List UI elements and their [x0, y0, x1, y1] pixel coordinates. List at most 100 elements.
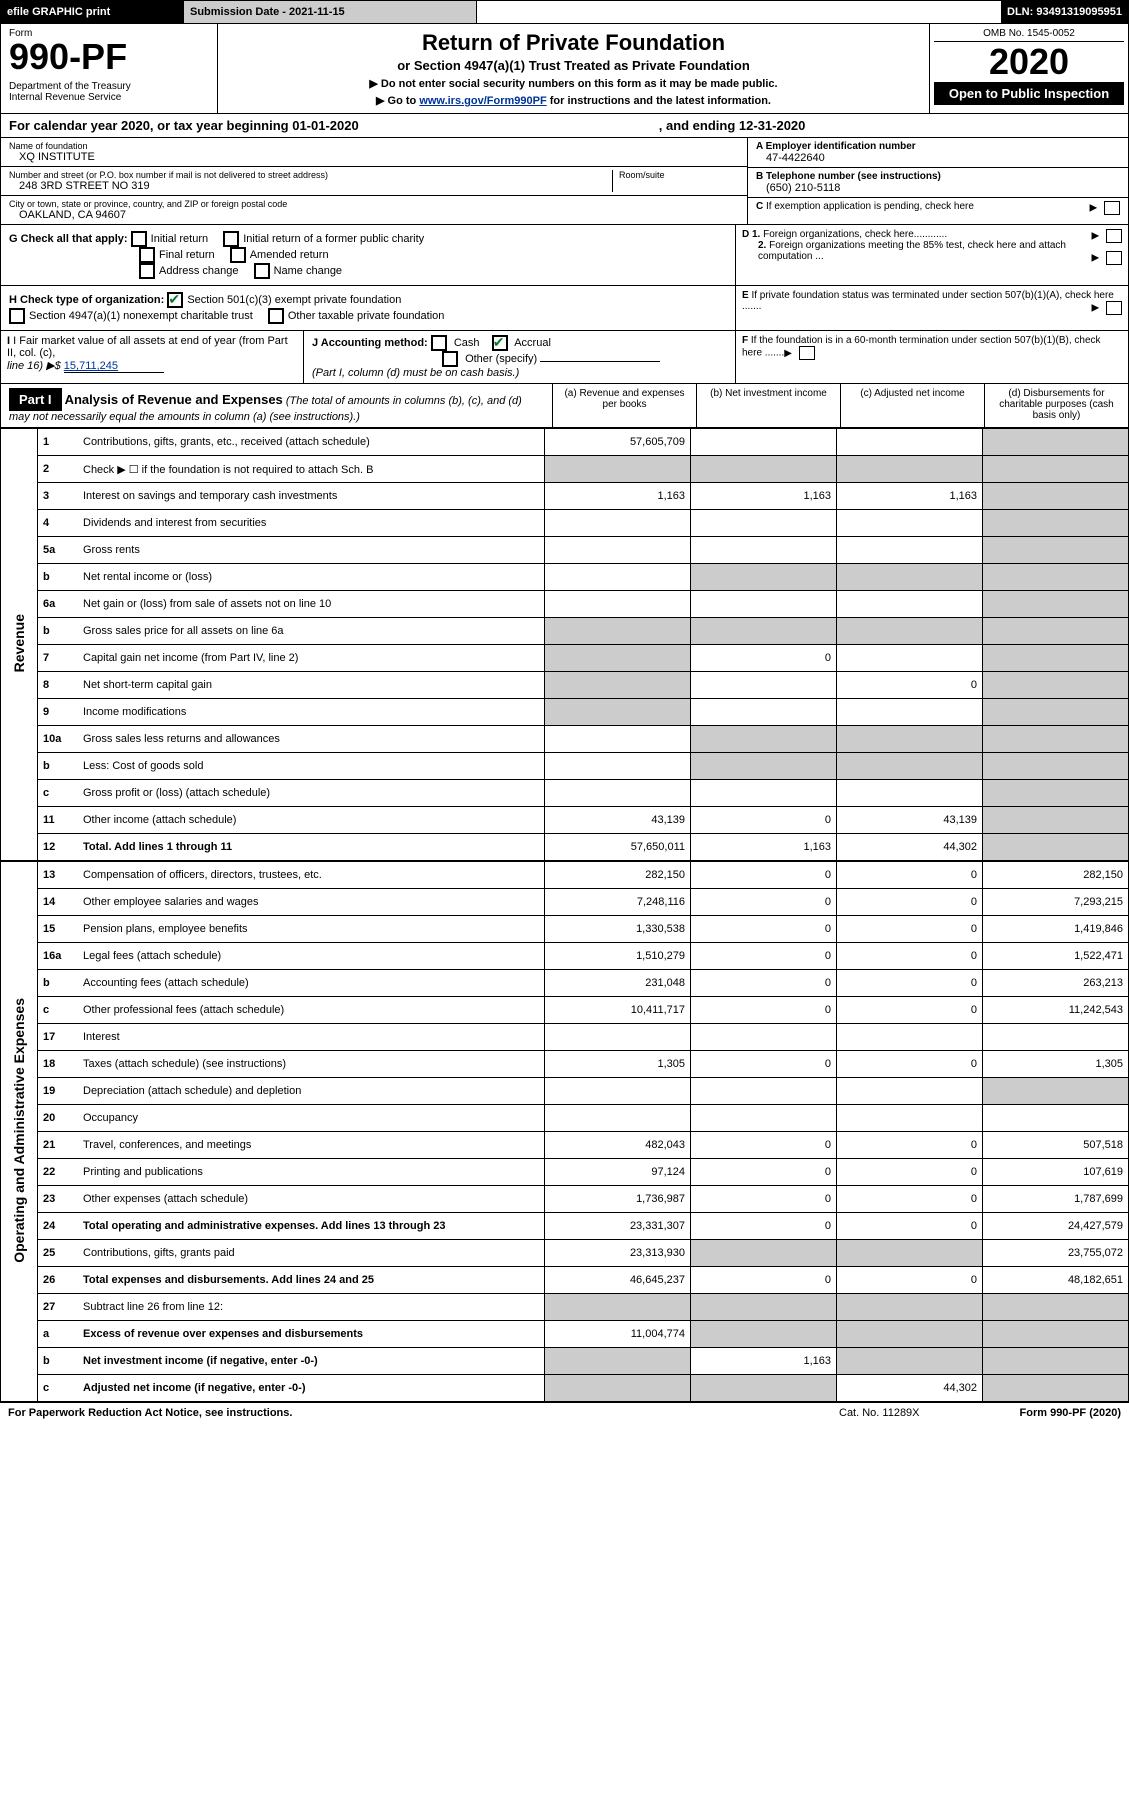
amount-cell: 0	[837, 970, 983, 997]
line-number: b	[38, 970, 79, 997]
checkbox-c[interactable]	[1104, 201, 1120, 215]
amount-cell	[983, 483, 1129, 510]
amount-cell	[837, 564, 983, 591]
amount-cell	[983, 1294, 1129, 1321]
form-link[interactable]: www.irs.gov/Form990PF	[419, 95, 546, 107]
line-desc: Income modifications	[78, 699, 545, 726]
amount-cell	[837, 429, 983, 456]
line-desc: Capital gain net income (from Part IV, l…	[78, 645, 545, 672]
checkbox-amended[interactable]	[230, 247, 246, 263]
amount-cell: 282,150	[983, 862, 1129, 889]
line-desc: Net investment income (if negative, ente…	[78, 1348, 545, 1375]
col-d-header: (d) Disbursements for charitable purpose…	[984, 384, 1128, 427]
checkbox-e[interactable]	[1106, 301, 1122, 315]
checkbox-final[interactable]	[139, 247, 155, 263]
checkbox-f[interactable]	[799, 346, 815, 360]
line-number: 11	[38, 807, 79, 834]
amount-cell: 46,645,237	[545, 1267, 691, 1294]
amount-cell: 0	[837, 889, 983, 916]
line-desc: Travel, conferences, and meetings	[78, 1132, 545, 1159]
amount-cell	[837, 1105, 983, 1132]
amount-cell	[691, 510, 837, 537]
line-desc: Interest on savings and temporary cash i…	[78, 483, 545, 510]
open-to-public: Open to Public Inspection	[934, 82, 1124, 105]
amount-cell: 24,427,579	[983, 1213, 1129, 1240]
line-desc: Total operating and administrative expen…	[78, 1213, 545, 1240]
checkbox-501c3[interactable]	[167, 292, 183, 308]
amount-cell: 107,619	[983, 1159, 1129, 1186]
amount-cell: 0	[691, 889, 837, 916]
checkbox-4947[interactable]	[9, 308, 25, 324]
checkbox-other-tax[interactable]	[268, 308, 284, 324]
checkbox-other-acct[interactable]	[442, 351, 458, 367]
line-desc: Contributions, gifts, grants paid	[78, 1240, 545, 1267]
amount-cell: 23,313,930	[545, 1240, 691, 1267]
amount-cell	[691, 672, 837, 699]
city-state-zip: OAKLAND, CA 94607	[9, 209, 739, 221]
amount-cell	[691, 429, 837, 456]
line-number: 24	[38, 1213, 79, 1240]
checkbox-cash[interactable]	[431, 335, 447, 351]
amount-cell	[983, 699, 1129, 726]
amount-cell: 44,302	[837, 1375, 983, 1402]
amount-cell: 0	[691, 1186, 837, 1213]
checkbox-initial[interactable]	[131, 231, 147, 247]
amount-cell	[691, 1078, 837, 1105]
amount-cell	[545, 780, 691, 807]
amount-cell: 263,213	[983, 970, 1129, 997]
amount-cell	[691, 456, 837, 483]
checkbox-initial-former[interactable]	[223, 231, 239, 247]
checkbox-d1[interactable]	[1106, 229, 1122, 243]
line-desc: Other expenses (attach schedule)	[78, 1186, 545, 1213]
amount-cell: 48,182,651	[983, 1267, 1129, 1294]
line-desc: Adjusted net income (if negative, enter …	[78, 1375, 545, 1402]
table-row: 24Total operating and administrative exp…	[1, 1213, 1129, 1240]
line-number: c	[38, 780, 79, 807]
line-number: 22	[38, 1159, 79, 1186]
line-desc: Gross rents	[78, 537, 545, 564]
fmv-value[interactable]: 15,711,245	[64, 360, 164, 373]
cal-begin: For calendar year 2020, or tax year begi…	[9, 118, 359, 133]
checkbox-name[interactable]	[254, 263, 270, 279]
form-title: Return of Private Foundation	[228, 30, 919, 56]
checkbox-address[interactable]	[139, 263, 155, 279]
table-row: 26Total expenses and disbursements. Add …	[1, 1267, 1129, 1294]
amount-cell: 1,163	[691, 1348, 837, 1375]
amount-cell	[837, 1348, 983, 1375]
line-desc: Net rental income or (loss)	[78, 564, 545, 591]
table-row: bNet rental income or (loss)	[1, 564, 1129, 591]
amount-cell	[691, 753, 837, 780]
amount-cell	[837, 753, 983, 780]
amount-cell	[837, 1024, 983, 1051]
amount-cell: 23,755,072	[983, 1240, 1129, 1267]
year-block: OMB No. 1545-0052 2020 Open to Public In…	[929, 24, 1128, 113]
amount-cell: 0	[837, 1051, 983, 1078]
table-row: 3Interest on savings and temporary cash …	[1, 483, 1129, 510]
amount-cell	[545, 1375, 691, 1402]
checkbox-accrual[interactable]	[492, 335, 508, 351]
line-number: 3	[38, 483, 79, 510]
amount-cell: 231,048	[545, 970, 691, 997]
table-row: 5aGross rents	[1, 537, 1129, 564]
amount-cell: 1,330,538	[545, 916, 691, 943]
checkbox-d2[interactable]	[1106, 251, 1122, 265]
efile-label: efile GRAPHIC print	[1, 1, 184, 23]
amount-cell: 0	[691, 997, 837, 1024]
amount-cell	[545, 1105, 691, 1132]
amount-cell	[983, 1024, 1129, 1051]
line-desc: Total. Add lines 1 through 11	[78, 834, 545, 861]
line-number: 14	[38, 889, 79, 916]
amount-cell	[837, 699, 983, 726]
amount-cell: 11,004,774	[545, 1321, 691, 1348]
table-row: 15Pension plans, employee benefits1,330,…	[1, 916, 1129, 943]
amount-cell	[545, 645, 691, 672]
check-h-block: H Check type of organization: Section 50…	[0, 286, 1129, 331]
line-desc: Net gain or (loss) from sale of assets n…	[78, 591, 545, 618]
part1-header-row: Part I Analysis of Revenue and Expenses …	[0, 384, 1129, 428]
amount-cell: 0	[837, 943, 983, 970]
omb-number: OMB No. 1545-0052	[934, 28, 1124, 42]
line-number: b	[38, 564, 79, 591]
part1-title: Analysis of Revenue and Expenses	[65, 392, 283, 407]
col-b-header: (b) Net investment income	[696, 384, 840, 427]
amount-cell: 0	[837, 1213, 983, 1240]
